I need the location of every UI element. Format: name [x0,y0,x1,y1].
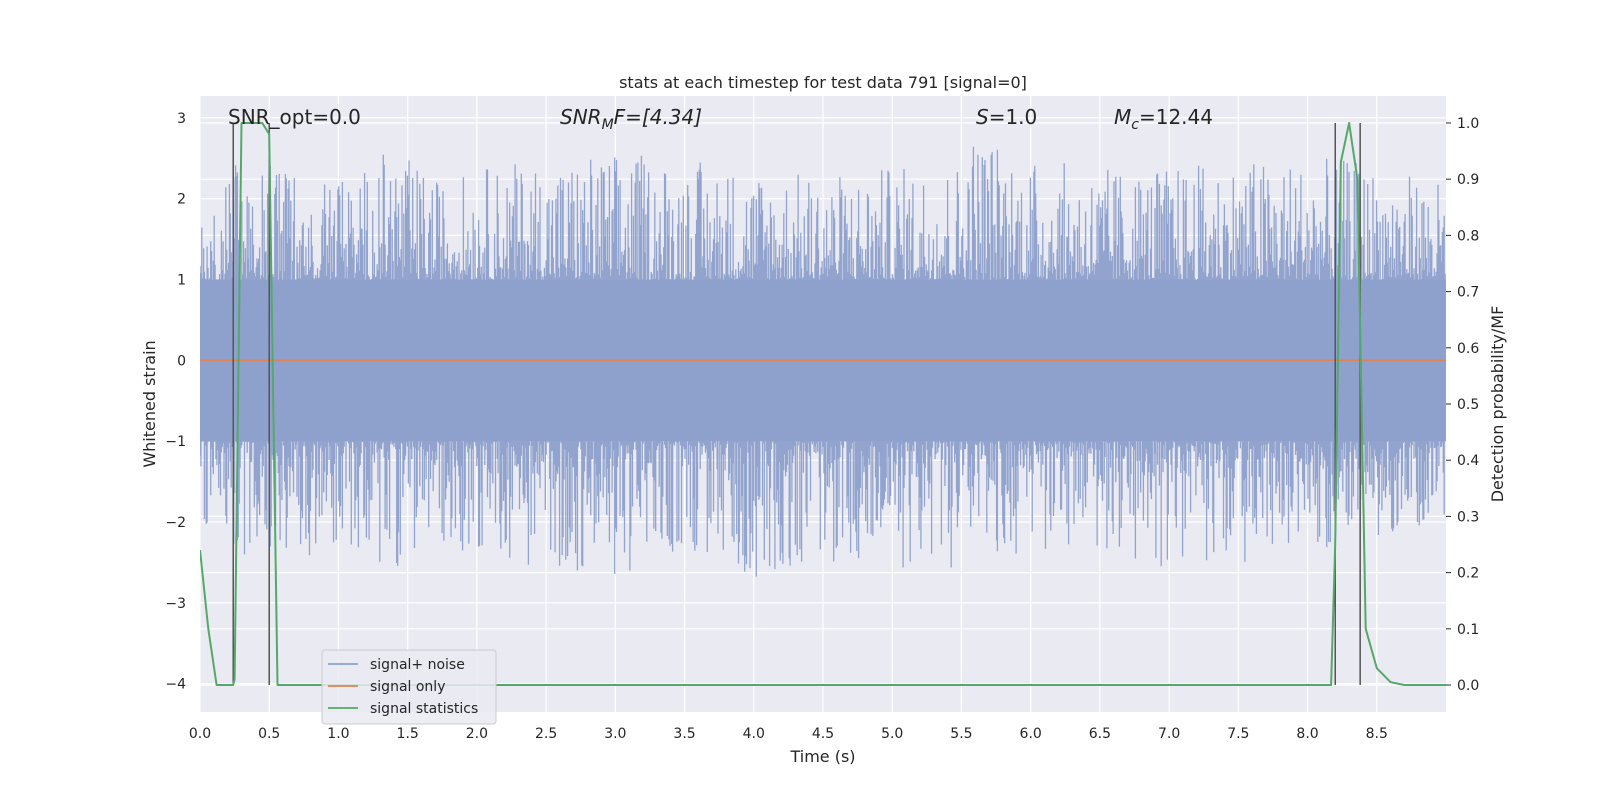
chart-title: stats at each timestep for test data 791… [619,73,1027,92]
x-tick-label: 2.0 [466,726,488,742]
legend-label-signal: signal only [370,679,445,695]
snr-mf-rest: F=[4.34] [614,105,702,129]
right-tick-label: 0.8 [1457,228,1479,244]
left-axis-label: Whitened strain [140,340,159,467]
legend-box [321,649,497,725]
right-tick-label: 0.2 [1457,566,1479,582]
left-tick-label: 0 [177,353,186,369]
right-axis-label: Detection probability/MF [1488,306,1507,503]
x-tick-label: 5.5 [950,726,972,742]
snr-mf-sub: M [602,117,614,133]
x-tick-label: 0.5 [258,726,280,742]
right-tick-label: 0.0 [1457,678,1479,694]
x-axis-label: Time (s) [789,747,855,766]
x-tick-label: 4.5 [812,726,834,742]
annotation-mc: Mc=12.44 [1114,105,1213,133]
legend: signal+ noise signal only signal statist… [321,649,497,725]
legend-label-noise: signal+ noise [370,657,465,673]
x-tick-label: 6.0 [1020,726,1042,742]
left-tick-label: −3 [165,596,186,612]
signal-statistics-series [200,122,1446,686]
signal-statistics-line [200,122,1446,686]
x-axis-ticks: 0.0 0.5 1.0 1.5 2.0 2.5 3.0 3.5 4.0 4.5 5.0 5.5 6.0 6… [189,726,1388,742]
right-tick-label: 1.0 [1457,116,1479,132]
left-tick-label: 1 [177,273,186,289]
x-tick-label: 7.5 [1227,726,1249,742]
annotation-snr-mf: SNRMF=[4.34] [560,105,702,133]
x-tick-label: 8.5 [1366,726,1388,742]
mc-value: =12.44 [1139,105,1213,129]
x-tick-label: 3.5 [673,726,695,742]
right-tick-label: 0.1 [1457,622,1479,638]
x-tick-label: 7.0 [1158,726,1180,742]
left-tick-label: 2 [177,192,186,208]
x-tick-label: 6.5 [1089,726,1111,742]
x-tick-label: 1.5 [397,726,419,742]
s-value: =1.0 [989,105,1038,129]
right-tick-label: 0.4 [1457,453,1479,469]
x-tick-label: 0.0 [189,726,211,742]
right-tick-label: 0.5 [1457,397,1479,413]
left-axis-ticks: 3 2 1 0 −1 −2 −3 −4 [165,111,186,693]
right-axis-ticks: 1.0 0.9 0.8 0.7 0.6 0.5 0.4 0.3 0.2 0.1 0.0 [1446,116,1479,694]
right-tick-label: 0.7 [1457,285,1479,301]
annotation-s: S=1.0 [976,105,1037,129]
left-tick-label: −1 [165,434,186,450]
snr-mf-base: SNR [560,105,602,129]
right-tick-label: 0.3 [1457,509,1479,525]
annotation-snr-opt: SNR_opt=0.0 [228,105,361,129]
s-label: S [976,105,989,129]
x-tick-label: 1.0 [327,726,349,742]
x-tick-label: 8.0 [1296,726,1318,742]
x-tick-label: 3.0 [604,726,626,742]
x-tick-label: 5.0 [881,726,903,742]
mc-base: M [1114,105,1131,129]
x-tick-label: 4.0 [743,726,765,742]
legend-label-stats: signal statistics [370,701,478,717]
right-tick-label: 0.6 [1457,341,1479,357]
mc-sub: c [1131,117,1139,133]
left-tick-label: −4 [165,677,186,693]
detection-markers [232,122,1361,686]
left-tick-label: 3 [177,111,186,127]
right-tick-label: 0.9 [1457,172,1479,188]
x-tick-label: 2.5 [535,726,557,742]
left-tick-label: −2 [165,515,186,531]
